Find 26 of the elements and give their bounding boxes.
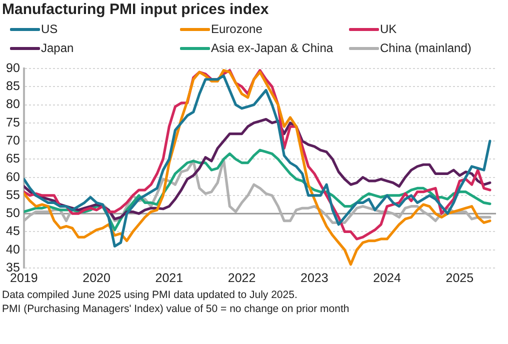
- legend-label: US: [41, 22, 58, 36]
- legend-label: Japan: [41, 41, 74, 55]
- y-tick-label: 55: [6, 188, 20, 202]
- y-tick-label: 75: [6, 115, 20, 130]
- x-tick-label: 2023: [300, 270, 328, 285]
- y-tick-label: 50: [6, 206, 20, 220]
- chart-title: Manufacturing PMI input prices index: [2, 1, 269, 18]
- text: PMI (Purchasing Managers' Index) value of 50 = no change on prior month: [2, 302, 350, 316]
- y-tick-label: 90: [6, 60, 20, 75]
- y-tick-label: 65: [6, 152, 20, 166]
- y-tick-label: 45: [6, 224, 20, 238]
- text: Data compiled June 2025 using PMI data updated to July 2025.: [2, 289, 298, 302]
- legend-label: UK: [380, 22, 397, 36]
- x-tick-label: 2022: [228, 270, 256, 285]
- x-tick-label: 2021: [155, 270, 184, 285]
- x-tick-label: 2024: [373, 270, 402, 285]
- legend-label: Eurozone: [211, 22, 262, 36]
- legend-label: Asia ex-Japan & China: [211, 41, 334, 55]
- x-tick-label: 2025: [446, 270, 474, 285]
- y-tick-label: 70: [6, 134, 20, 148]
- y-tick-label: 60: [6, 170, 20, 184]
- legend-label: China (mainland): [380, 41, 472, 55]
- y-tick-label: 85: [6, 79, 20, 94]
- y-tick-label: 80: [6, 97, 20, 112]
- y-tick-label: 40: [6, 242, 20, 256]
- x-tick-label: 2020: [82, 270, 110, 285]
